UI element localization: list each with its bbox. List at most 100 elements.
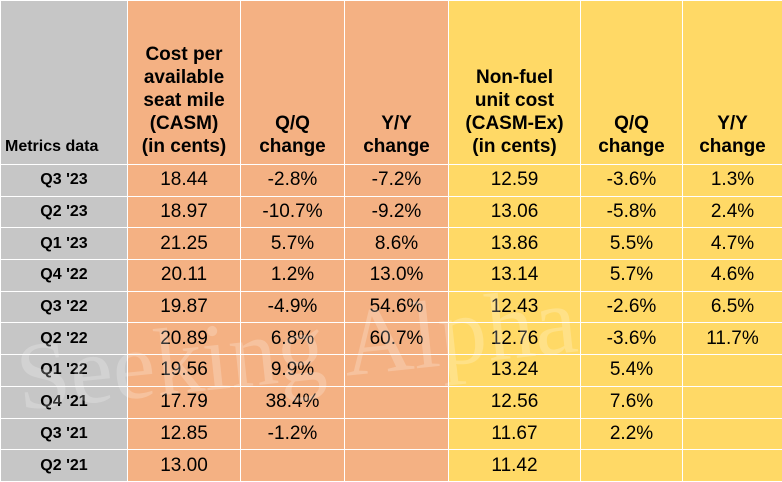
table-row: Q1 '23 21.25 5.7% 8.6% 13.86 5.5% 4.7% bbox=[0, 227, 782, 261]
casm-qq-cell: 6.8% bbox=[240, 322, 345, 356]
header-casm-yy: Y/Y change bbox=[344, 0, 449, 165]
casm-cell: 19.87 bbox=[127, 290, 241, 324]
casm-qq-cell: 5.7% bbox=[240, 227, 345, 261]
casm-qq-cell: -2.8% bbox=[240, 164, 345, 197]
header-casm: Cost per available seat mile (CASM) (in cent… bbox=[127, 0, 241, 165]
header-line: Q/Q bbox=[614, 113, 649, 134]
casmex-qq-cell: -5.8% bbox=[580, 195, 683, 229]
header-line: change bbox=[363, 136, 430, 157]
period-cell: Q4 '22 bbox=[0, 259, 128, 292]
table-row: Q3 '21 12.85 -1.2% 11.67 2.2% bbox=[0, 417, 782, 451]
casm-yy-cell: 54.6% bbox=[344, 290, 449, 324]
casm-qq-cell: -10.7% bbox=[240, 195, 345, 229]
period-cell: Q1 '22 bbox=[0, 354, 128, 387]
period-cell: Q3 '22 bbox=[0, 290, 128, 324]
header-line: Y/Y bbox=[717, 113, 748, 134]
period-cell: Q2 '21 bbox=[0, 449, 128, 482]
casm-yy-cell: -7.2% bbox=[344, 164, 449, 197]
casmex-qq-cell: -2.6% bbox=[580, 290, 683, 324]
casmex-cell: 12.59 bbox=[448, 164, 581, 197]
casm-yy-cell bbox=[344, 354, 449, 387]
header-line: seat mile bbox=[143, 90, 225, 111]
casmex-qq-cell: 5.7% bbox=[580, 259, 683, 292]
header-casmex-yy: Y/Y change bbox=[682, 0, 782, 165]
casm-yy-cell: 60.7% bbox=[344, 322, 449, 356]
casmex-cell: 13.24 bbox=[448, 354, 581, 387]
casmex-yy-cell: 4.7% bbox=[682, 227, 782, 261]
table-row: Q3 '23 18.44 -2.8% -7.2% 12.59 -3.6% 1.3… bbox=[0, 164, 782, 197]
casm-yy-cell: -9.2% bbox=[344, 195, 449, 229]
header-line: (in cents) bbox=[472, 136, 557, 157]
casm-cell: 21.25 bbox=[127, 227, 241, 261]
casm-yy-cell: 13.0% bbox=[344, 259, 449, 292]
period-cell: Q3 '23 bbox=[0, 164, 128, 197]
casmex-cell: 12.43 bbox=[448, 290, 581, 324]
casmex-cell: 13.86 bbox=[448, 227, 581, 261]
period-cell: Q2 '23 bbox=[0, 195, 128, 229]
casmex-cell: 11.42 bbox=[448, 449, 581, 482]
table-row: Q1 '22 19.56 9.9% 13.24 5.4% bbox=[0, 354, 782, 387]
casmex-qq-cell: 7.6% bbox=[580, 385, 683, 419]
casm-qq-cell: 9.9% bbox=[240, 354, 345, 387]
casmex-yy-cell bbox=[682, 354, 782, 387]
casm-cell: 20.11 bbox=[127, 259, 241, 292]
casmex-yy-cell: 1.3% bbox=[682, 164, 782, 197]
casm-cell: 20.89 bbox=[127, 322, 241, 356]
casm-cell: 17.79 bbox=[127, 385, 241, 419]
header-metrics-label: Metrics data bbox=[0, 0, 128, 165]
casmex-cell: 11.67 bbox=[448, 417, 581, 451]
casm-yy-cell: 8.6% bbox=[344, 227, 449, 261]
header-casmex: Non-fuel unit cost (CASM-Ex) (in cents) bbox=[448, 0, 581, 165]
casmex-qq-cell: 5.5% bbox=[580, 227, 683, 261]
casmex-cell: 13.14 bbox=[448, 259, 581, 292]
casm-yy-cell bbox=[344, 417, 449, 451]
casm-yy-cell bbox=[344, 449, 449, 482]
table-row: Q3 '22 19.87 -4.9% 54.6% 12.43 -2.6% 6.5… bbox=[0, 290, 782, 324]
casmex-qq-cell bbox=[580, 449, 683, 482]
header-line: Cost per bbox=[145, 44, 223, 65]
header-line: (in cents) bbox=[141, 136, 227, 157]
period-cell: Q2 '22 bbox=[0, 322, 128, 356]
casmex-yy-cell bbox=[682, 385, 782, 419]
casmex-yy-cell: 6.5% bbox=[682, 290, 782, 324]
header-line: (CASM-Ex) bbox=[465, 113, 564, 134]
casm-cell: 18.97 bbox=[127, 195, 241, 229]
table-row: Q2 '22 20.89 6.8% 60.7% 12.76 -3.6% 11.7… bbox=[0, 322, 782, 356]
table-row: Q4 '22 20.11 1.2% 13.0% 13.14 5.7% 4.6% bbox=[0, 259, 782, 292]
casmex-yy-cell bbox=[682, 449, 782, 482]
table-row: Q4 '21 17.79 38.4% 12.56 7.6% bbox=[0, 385, 782, 419]
table-row: Q2 '21 13.00 11.42 bbox=[0, 449, 782, 482]
casmex-qq-cell: -3.6% bbox=[580, 322, 683, 356]
header-line: unit cost bbox=[474, 90, 555, 111]
header-line: Non-fuel bbox=[475, 67, 554, 88]
casmex-cell: 12.56 bbox=[448, 385, 581, 419]
header-line: change bbox=[699, 136, 766, 157]
casmex-qq-cell: 5.4% bbox=[580, 354, 683, 387]
header-line: change bbox=[259, 136, 326, 157]
casm-qq-cell bbox=[240, 449, 345, 482]
casm-qq-cell: 38.4% bbox=[240, 385, 345, 419]
casm-qq-cell: -1.2% bbox=[240, 417, 345, 451]
header-line: Q/Q bbox=[275, 113, 310, 134]
casmex-yy-cell: 4.6% bbox=[682, 259, 782, 292]
period-cell: Q4 '21 bbox=[0, 385, 128, 419]
casm-qq-cell: -4.9% bbox=[240, 290, 345, 324]
casm-cell: 12.85 bbox=[127, 417, 241, 451]
casm-cell: 18.44 bbox=[127, 164, 241, 197]
header-line: change bbox=[598, 136, 665, 157]
casmex-qq-cell: -3.6% bbox=[580, 164, 683, 197]
table-row: Q2 '23 18.97 -10.7% -9.2% 13.06 -5.8% 2.… bbox=[0, 195, 782, 229]
casm-cell: 19.56 bbox=[127, 354, 241, 387]
casm-qq-cell: 1.2% bbox=[240, 259, 345, 292]
casm-cell: 13.00 bbox=[127, 449, 241, 482]
casmex-yy-cell: 2.4% bbox=[682, 195, 782, 229]
header-casmex-qq: Q/Q change bbox=[580, 0, 683, 165]
casmex-cell: 13.06 bbox=[448, 195, 581, 229]
casmex-cell: 12.76 bbox=[448, 322, 581, 356]
header-line: available bbox=[143, 67, 225, 88]
casmex-yy-cell bbox=[682, 417, 782, 451]
header-line: (CASM) bbox=[149, 113, 219, 134]
period-cell: Q1 '23 bbox=[0, 227, 128, 261]
header-line: Y/Y bbox=[381, 113, 412, 134]
